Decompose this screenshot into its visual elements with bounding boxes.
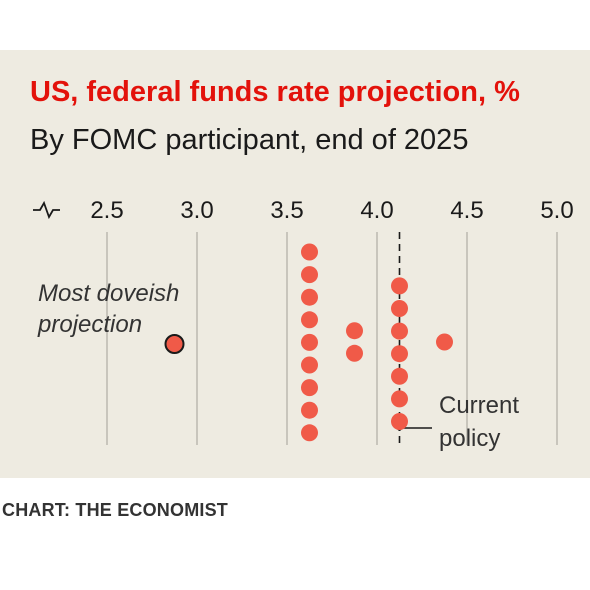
x-tick-label: 3.0 — [180, 197, 213, 224]
projection-dot — [346, 322, 363, 340]
policy-label-line2: policy — [439, 425, 500, 452]
projection-dot — [391, 413, 408, 430]
doveish-projection-dot — [164, 334, 185, 354]
projection-dot — [346, 344, 363, 362]
x-tick-label: 4.0 — [360, 197, 393, 224]
chart-title: US, federal funds rate projection, % — [30, 76, 520, 108]
projection-dot — [391, 345, 408, 363]
projection-dot — [391, 322, 408, 340]
projection-dot — [301, 288, 318, 306]
projection-dot — [301, 401, 318, 419]
projection-dot — [391, 367, 408, 385]
x-axis-ticks: 2.5 3.0 3.5 4.0 4.5 5.0 — [90, 197, 573, 224]
x-tick-label: 2.5 — [90, 197, 123, 224]
projection-dot — [301, 424, 318, 442]
chart-panel — [0, 50, 590, 478]
chart-source: CHART: THE ECONOMIST — [2, 500, 228, 520]
projection-dot — [391, 300, 408, 317]
projection-dots — [164, 243, 453, 442]
projection-dot — [301, 356, 318, 374]
doveish-label-line1: Most doveish — [38, 280, 179, 307]
projection-dot — [301, 311, 318, 329]
x-tick-label: 4.5 — [450, 197, 483, 224]
doveish-label-line2: projection — [37, 311, 142, 338]
grid-lines — [106, 232, 558, 445]
chart-subtitle: By FOMC participant, end of 2025 — [30, 124, 469, 156]
policy-label-line1: Current — [439, 392, 519, 419]
x-tick-label: 3.5 — [270, 197, 303, 224]
projection-dot — [301, 333, 318, 351]
projection-dot — [391, 390, 408, 408]
projection-dot — [436, 333, 453, 351]
projection-dot — [391, 277, 408, 295]
projection-dot — [301, 379, 318, 397]
projection-dot — [301, 243, 318, 261]
projection-dot — [301, 266, 318, 284]
x-tick-label: 5.0 — [540, 197, 573, 224]
axis-break-icon — [33, 200, 60, 220]
